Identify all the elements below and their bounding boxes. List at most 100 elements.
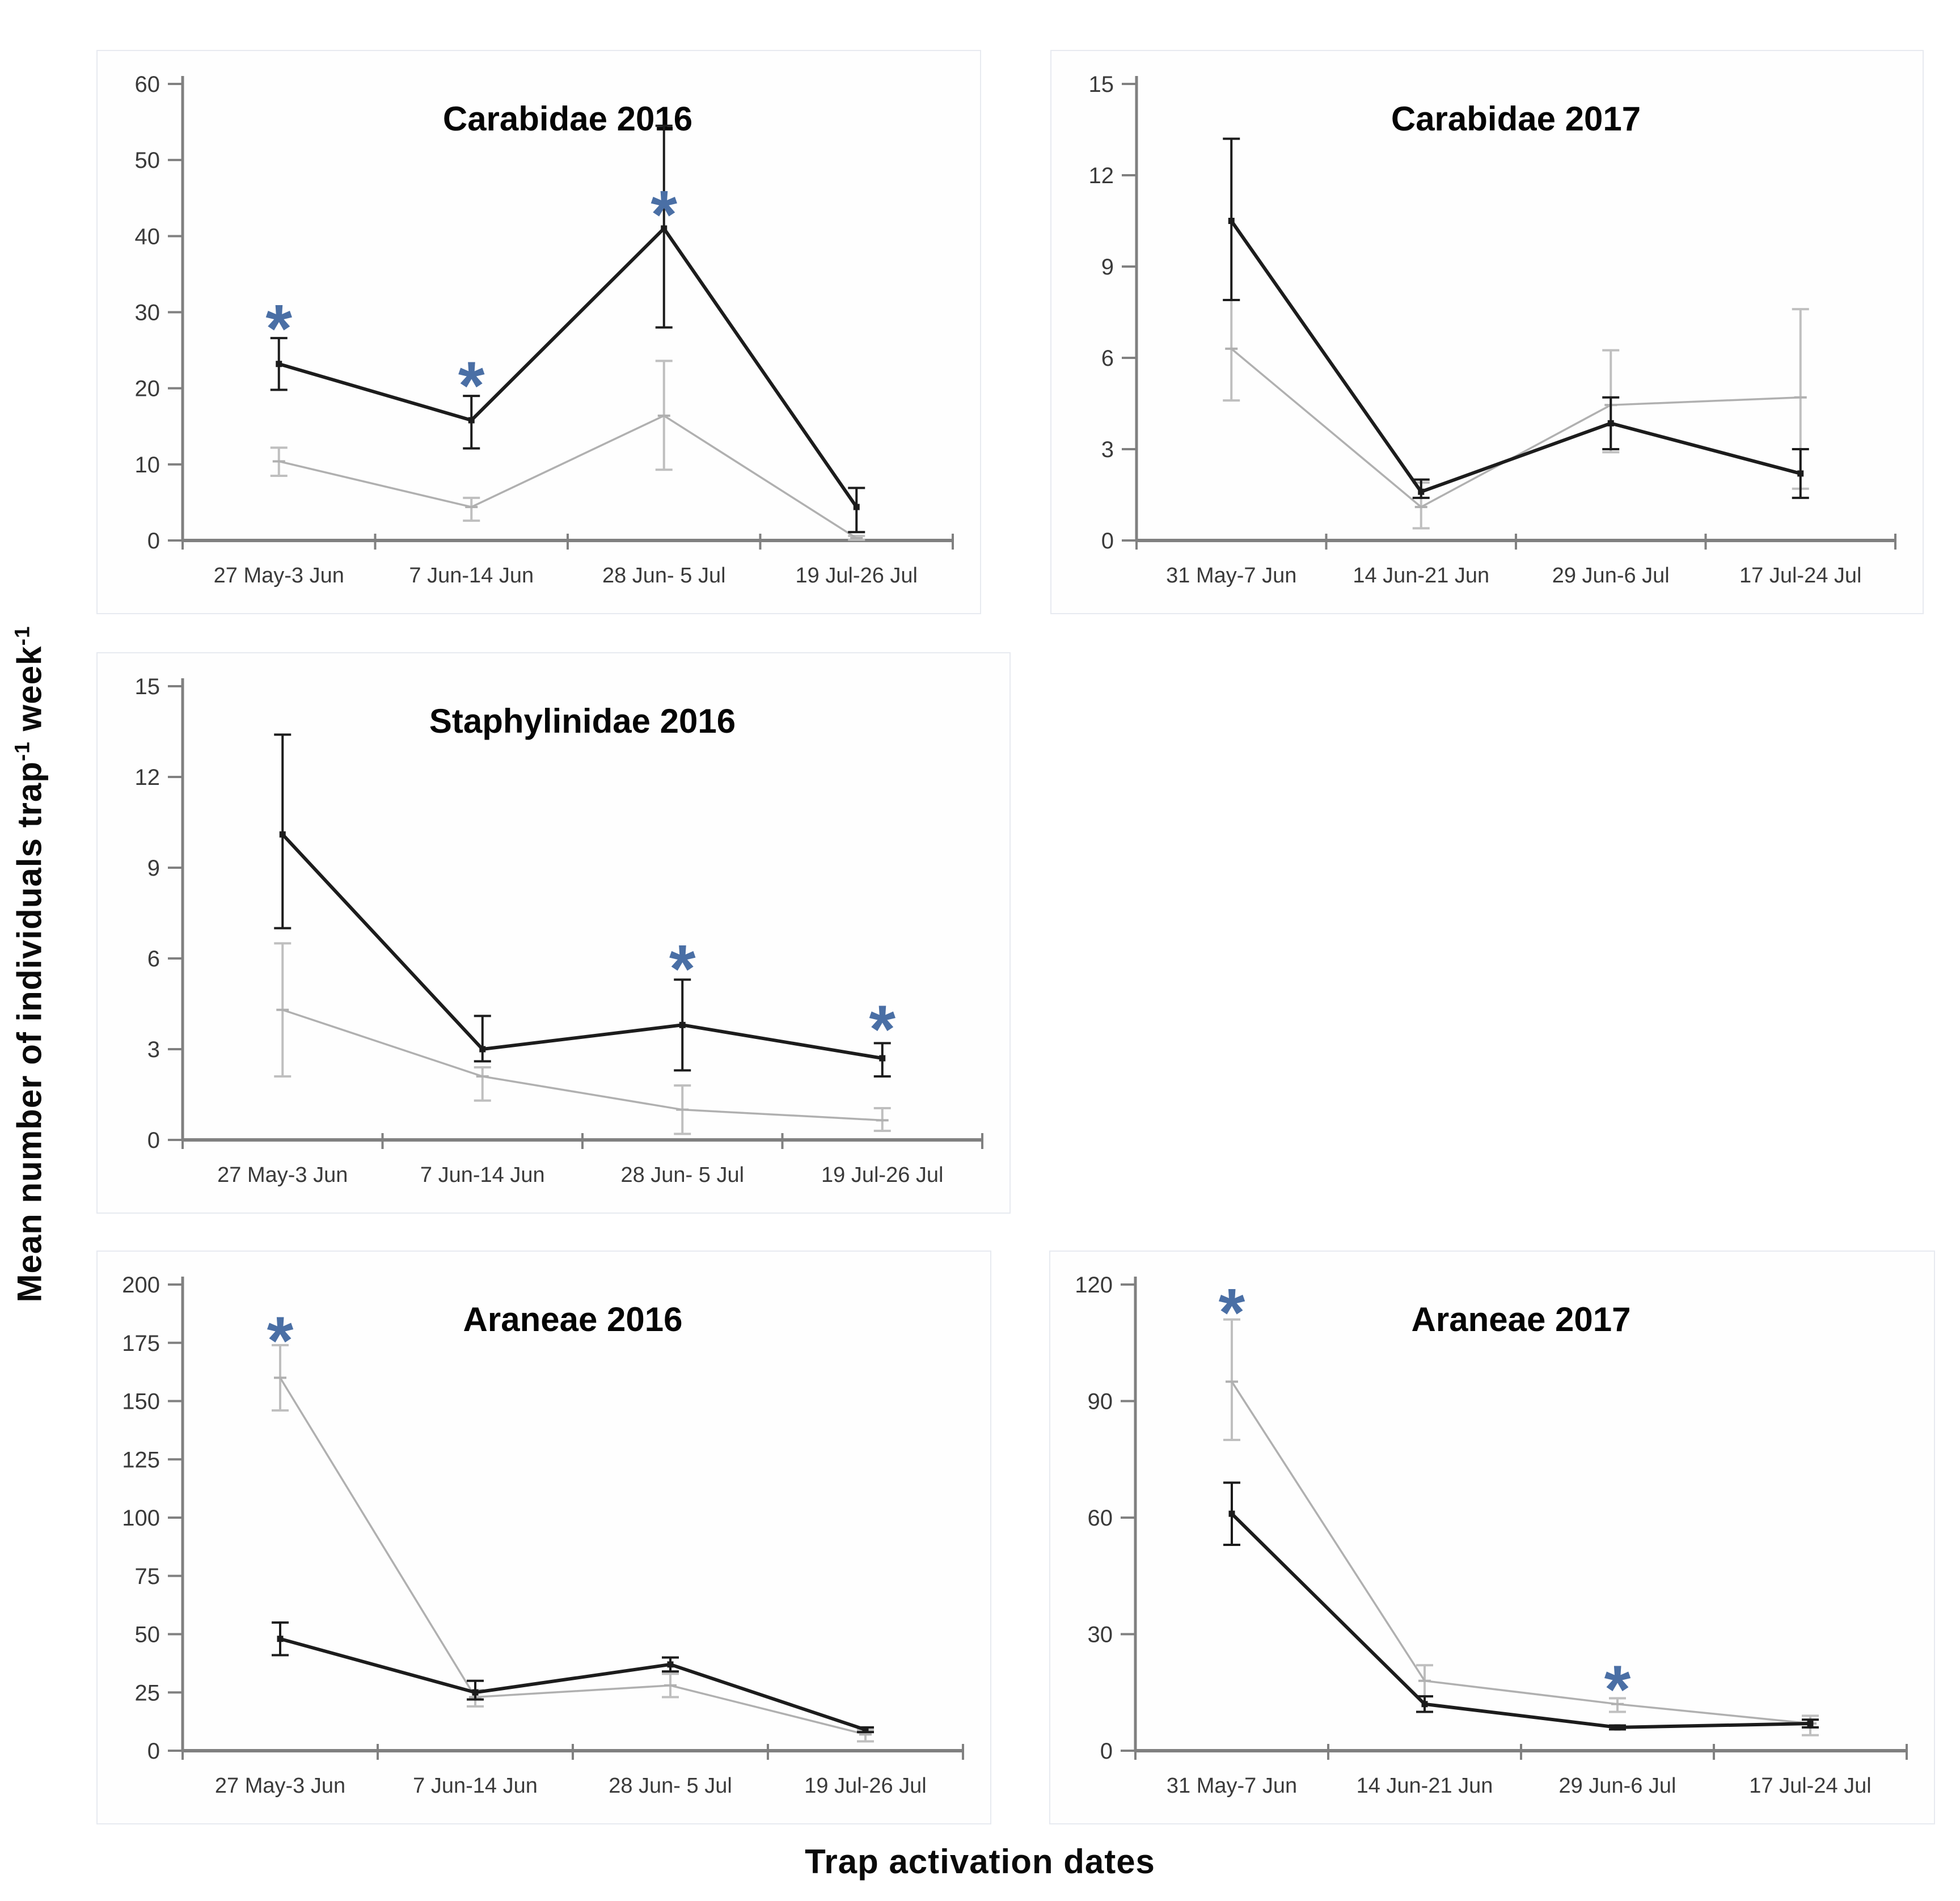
x-tick-label: 28 Jun- 5 Jul bbox=[609, 1774, 732, 1798]
x-tick-label: 7 Jun-14 Jun bbox=[413, 1774, 538, 1798]
data-point-marker bbox=[661, 225, 668, 232]
series-gray-line bbox=[1231, 348, 1801, 509]
series-gray-line bbox=[279, 1377, 866, 1735]
x-axis: 31 May-7 Jun 14 Jun-21 Jun 29 Jun-6 Jul 17 … bbox=[1135, 534, 1896, 588]
y-tick-label: 0 bbox=[147, 529, 160, 554]
y-tick-label: 30 bbox=[1088, 1623, 1113, 1647]
data-point-marker bbox=[862, 1726, 869, 1733]
y-axis: 0 10 20 30 40 50 60 bbox=[135, 72, 184, 554]
y-tick-label: 0 bbox=[1101, 529, 1114, 554]
y-tick-label: 6 bbox=[1101, 346, 1114, 371]
series-black-line bbox=[1230, 1513, 1811, 1729]
y-tick-label: 12 bbox=[135, 765, 160, 790]
series-gray bbox=[274, 942, 891, 1135]
x-tick-label: 29 Jun-6 Jul bbox=[1552, 564, 1670, 588]
series-gray bbox=[272, 1344, 874, 1743]
chart-panel-araneae-2017: 0 30 60 90 120 31 May-7 Jun 14 Jun-21 Jun 29 Ju… bbox=[1049, 1251, 1935, 1824]
y-tick-label: 20 bbox=[135, 377, 160, 402]
data-point-marker bbox=[276, 361, 282, 367]
series-gray bbox=[1223, 1318, 1819, 1737]
data-point-marker bbox=[479, 1046, 486, 1053]
significance-asterisk: * bbox=[1604, 1651, 1631, 1727]
data-point-marker bbox=[1228, 218, 1235, 224]
data-point-marker bbox=[468, 417, 475, 424]
series-black bbox=[270, 124, 865, 534]
y-tick-label: 200 bbox=[122, 1273, 160, 1298]
x-axis: 27 May-3 Jun 7 Jun-14 Jun 28 Jun- 5 Jul 19 … bbox=[181, 1744, 964, 1798]
x-tick-label: 29 Jun-6 Jul bbox=[1558, 1774, 1676, 1798]
x-tick-label: 19 Jul-26 Jul bbox=[821, 1163, 943, 1187]
x-tick-label: 7 Jun-14 Jun bbox=[420, 1163, 545, 1187]
chart-panel-carabidae-2016: 0 10 20 30 40 50 60 27 May-3 Jun 7 Jun-14 Jun 28 … bbox=[96, 50, 981, 614]
series-black-line bbox=[281, 833, 883, 1060]
x-tick-label: 31 May-7 Jun bbox=[1166, 564, 1296, 588]
y-tick-label: 75 bbox=[135, 1564, 160, 1589]
significance-asterisk: * bbox=[1219, 1275, 1245, 1351]
y-axis: 0 3 6 9 12 15 bbox=[135, 674, 184, 1153]
data-point-marker bbox=[853, 504, 860, 510]
x-tick-label: 19 Jul-26 Jul bbox=[796, 564, 918, 588]
y-tick-label: 60 bbox=[135, 72, 160, 97]
chart-title: Araneae 2017 bbox=[1412, 1300, 1631, 1338]
y-axis: 0 30 60 90 120 bbox=[1075, 1273, 1137, 1764]
y-tick-label: 15 bbox=[1089, 72, 1114, 97]
series-black bbox=[1223, 137, 1809, 499]
chart-panel-araneae-2016: 0 25 50 75 100 125 150 175 200 27 May-3 Jun 7 Jun-… bbox=[96, 1251, 991, 1824]
data-point-marker bbox=[1228, 1510, 1235, 1517]
series-gray-line bbox=[282, 1009, 882, 1122]
data-point-marker bbox=[472, 1689, 479, 1696]
y-tick-label: 175 bbox=[122, 1331, 160, 1356]
chart-araneae-2016: 0 25 50 75 100 125 150 175 200 27 May-3 Jun 7 Jun-… bbox=[122, 1273, 964, 1798]
data-point-marker bbox=[1797, 470, 1804, 477]
x-tick-label: 17 Jul-24 Jul bbox=[1739, 564, 1861, 588]
chart-title: Carabidae 2016 bbox=[443, 100, 692, 138]
y-tick-label: 10 bbox=[135, 453, 160, 478]
y-tick-label: 9 bbox=[147, 856, 160, 881]
significance-asterisk: * bbox=[650, 176, 677, 252]
series-black bbox=[274, 733, 891, 1078]
x-tick-label: 17 Jul-24 Jul bbox=[1749, 1774, 1871, 1798]
x-axis: 27 May-3 Jun 7 Jun-14 Jun 28 Jun- 5 Jul 19 … bbox=[181, 1133, 983, 1187]
significance-asterisk: * bbox=[669, 931, 696, 1007]
y-tick-label: 0 bbox=[147, 1739, 160, 1764]
chart-panel-carabidae-2017: 0 3 6 9 12 15 31 May-7 Jun 14 Jun-21 Jun 29 Jun-… bbox=[1050, 50, 1924, 614]
x-tick-label: 14 Jun-21 Jun bbox=[1357, 1774, 1493, 1798]
x-tick-label: 27 May-3 Jun bbox=[215, 1774, 345, 1798]
x-tick-label: 19 Jul-26 Jul bbox=[804, 1774, 926, 1798]
data-point-marker bbox=[667, 1661, 674, 1668]
x-tick-label: 27 May-3 Jun bbox=[217, 1163, 348, 1187]
series-black-line bbox=[1230, 219, 1801, 494]
y-tick-label: 3 bbox=[147, 1037, 160, 1062]
y-axis-title-sup2: -1 bbox=[10, 626, 34, 646]
data-point-marker bbox=[1607, 420, 1614, 426]
data-point-marker bbox=[1807, 1720, 1814, 1727]
series-black-line bbox=[278, 226, 858, 508]
y-tick-label: 12 bbox=[1089, 163, 1114, 188]
y-tick-label: 0 bbox=[1100, 1739, 1113, 1764]
y-tick-label: 40 bbox=[135, 224, 160, 249]
y-tick-label: 120 bbox=[1075, 1273, 1113, 1298]
x-tick-label: 7 Jun-14 Jun bbox=[409, 564, 534, 588]
y-tick-label: 30 bbox=[135, 301, 160, 326]
data-point-marker bbox=[279, 831, 286, 838]
y-tick-label: 125 bbox=[122, 1447, 160, 1472]
chart-carabidae-2017: 0 3 6 9 12 15 31 May-7 Jun 14 Jun-21 Jun 29 Jun-… bbox=[1089, 72, 1896, 588]
x-tick-label: 28 Jun- 5 Jul bbox=[602, 564, 726, 588]
y-tick-label: 25 bbox=[135, 1680, 160, 1705]
x-axis: 31 May-7 Jun 14 Jun-21 Jun 29 Jun-6 Jul 17 … bbox=[1134, 1744, 1908, 1798]
y-axis: 0 25 50 75 100 125 150 175 200 bbox=[122, 1273, 184, 1764]
series-black bbox=[1223, 1481, 1819, 1731]
chart-carabidae-2016: 0 10 20 30 40 50 60 27 May-3 Jun 7 Jun-14 Jun 28 … bbox=[135, 72, 954, 588]
data-point-marker bbox=[1421, 1701, 1428, 1708]
series-black-line bbox=[280, 1637, 866, 1731]
x-tick-label: 28 Jun- 5 Jul bbox=[620, 1163, 744, 1187]
x-axis-title: Trap activation dates bbox=[805, 1843, 1155, 1881]
significance-asterisk: * bbox=[265, 291, 292, 367]
y-tick-label: 50 bbox=[135, 1623, 160, 1647]
series-black bbox=[272, 1621, 874, 1734]
y-tick-label: 60 bbox=[1088, 1506, 1113, 1531]
chart-title: Staphylinidae 2016 bbox=[429, 702, 736, 740]
series-gray-line bbox=[278, 414, 858, 539]
y-axis-title-text2: week bbox=[10, 645, 49, 742]
